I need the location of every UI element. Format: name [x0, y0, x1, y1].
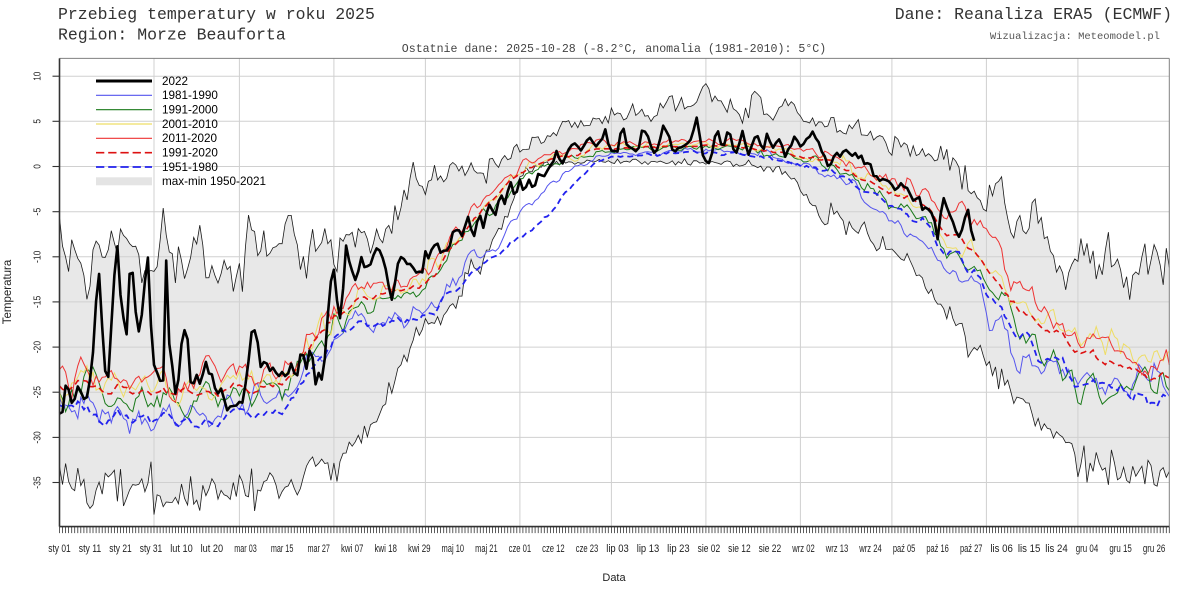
svg-text:mar 03: mar 03: [234, 543, 257, 555]
svg-text:-35: -35: [33, 476, 44, 489]
svg-text:Dane: Reanaliza ERA5 (ECMWF): Dane: Reanaliza ERA5 (ECMWF): [895, 5, 1172, 24]
svg-text:lip 03: lip 03: [606, 543, 629, 555]
svg-text:cze 01: cze 01: [509, 543, 532, 555]
svg-text:lip 13: lip 13: [637, 543, 660, 555]
svg-text:sie 12: sie 12: [728, 543, 751, 555]
svg-text:1951-1980: 1951-1980: [162, 161, 218, 174]
svg-text:kwi 18: kwi 18: [374, 543, 397, 555]
svg-text:gru 15: gru 15: [1109, 543, 1132, 555]
svg-text:sty 21: sty 21: [109, 543, 132, 555]
svg-text:paź 27: paź 27: [960, 543, 983, 555]
svg-text:kwi 29: kwi 29: [408, 543, 431, 555]
svg-text:Region: Morze Beauforta: Region: Morze Beauforta: [58, 26, 286, 45]
svg-text:2001-2010: 2001-2010: [162, 118, 218, 131]
svg-text:max-min 1950-2021: max-min 1950-2021: [162, 175, 266, 188]
svg-text:maj 21: maj 21: [475, 543, 498, 555]
svg-text:sie 02: sie 02: [698, 543, 721, 555]
svg-text:sty 01: sty 01: [48, 543, 71, 555]
svg-text:Wizualizacja: Meteomodel.pl: Wizualizacja: Meteomodel.pl: [990, 31, 1160, 43]
svg-text:-25: -25: [33, 386, 44, 399]
svg-text:2011-2020: 2011-2020: [162, 132, 218, 145]
svg-text:1981-1990: 1981-1990: [162, 89, 218, 102]
svg-text:wrz 13: wrz 13: [825, 543, 848, 555]
svg-text:gru 04: gru 04: [1076, 543, 1099, 555]
svg-text:gru 26: gru 26: [1143, 543, 1166, 555]
svg-text:-20: -20: [33, 341, 44, 354]
svg-text:lut 20: lut 20: [201, 543, 224, 555]
svg-text:lis 06: lis 06: [990, 543, 1013, 555]
svg-text:sty 31: sty 31: [140, 543, 163, 555]
svg-text:1991-2020: 1991-2020: [162, 147, 218, 160]
svg-text:-15: -15: [33, 295, 44, 308]
svg-text:lis 24: lis 24: [1045, 543, 1068, 555]
svg-text:kwi 07: kwi 07: [341, 543, 364, 555]
svg-text:10: 10: [33, 71, 44, 80]
svg-text:lis 15: lis 15: [1018, 543, 1041, 555]
svg-text:Przebieg temperatury w roku 20: Przebieg temperatury w roku 2025: [58, 5, 375, 24]
svg-text:-10: -10: [33, 250, 44, 263]
svg-text:mar 15: mar 15: [271, 543, 294, 555]
svg-text:1991-2000: 1991-2000: [162, 104, 218, 117]
svg-text:maj 10: maj 10: [442, 543, 465, 555]
svg-text:-5: -5: [33, 208, 44, 216]
svg-text:Data: Data: [602, 572, 626, 584]
svg-text:mar 27: mar 27: [307, 543, 330, 555]
svg-text:2022: 2022: [162, 75, 188, 88]
svg-text:-30: -30: [33, 431, 44, 444]
svg-text:wrz 02: wrz 02: [792, 543, 815, 555]
svg-text:wrz 24: wrz 24: [859, 543, 882, 555]
svg-text:sty 11: sty 11: [79, 543, 102, 555]
svg-text:lut 10: lut 10: [170, 543, 193, 555]
svg-text:paź 16: paź 16: [926, 543, 949, 555]
svg-text:sie 22: sie 22: [759, 543, 782, 555]
svg-text:5: 5: [33, 119, 44, 124]
svg-text:cze 23: cze 23: [576, 543, 599, 555]
svg-text:paź 05: paź 05: [893, 543, 916, 555]
svg-text:lip 23: lip 23: [667, 543, 690, 555]
svg-text:0: 0: [33, 164, 44, 169]
svg-text:Temperatura: Temperatura: [2, 259, 14, 324]
svg-text:cze 12: cze 12: [542, 543, 565, 555]
svg-text:Ostatnie dane: 2025-10-28 (-8.: Ostatnie dane: 2025-10-28 (-8.2°C, anoma…: [402, 43, 826, 56]
